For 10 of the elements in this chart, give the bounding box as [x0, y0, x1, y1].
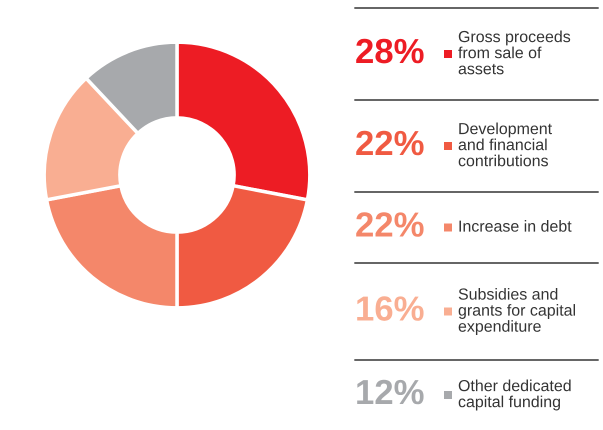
legend-label: Subsidies and grants for capital expenditure	[458, 288, 576, 335]
legend-label: Gross proceeds from sale of assets	[458, 30, 570, 74]
data-label: 28%	[356, 38, 424, 64]
data-label: 12%	[357, 380, 424, 404]
legend-label: Other dedicated capital funding	[458, 380, 571, 410]
data-label: 16%	[357, 296, 424, 321]
legend-label: Development and financial contributions	[458, 122, 552, 166]
data-label: 22%	[356, 130, 424, 156]
data-label: 22%	[356, 212, 424, 237]
legend-label: Increase in debt	[459, 220, 572, 232]
